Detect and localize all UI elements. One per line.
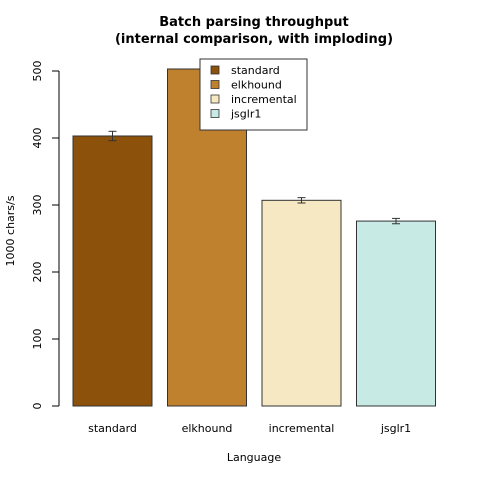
y-tick-label: 400 <box>31 128 44 149</box>
y-axis: 0 100 200 300 400 500 <box>31 61 60 410</box>
x-tick-label: jsglr1 <box>380 422 411 435</box>
y-tick-label: 200 <box>31 262 44 283</box>
legend-swatch-elkhound <box>210 80 220 89</box>
x-tick-label: elkhound <box>182 422 233 435</box>
bar-jsglr1 <box>356 220 436 407</box>
error-bar-incremental <box>297 197 306 204</box>
y-axis-label: 1000 chars/s <box>4 195 17 266</box>
legend-swatch-jsglr1 <box>210 109 220 118</box>
y-tick-label: 0 <box>31 403 44 410</box>
x-tick-label: standard <box>88 422 137 435</box>
legend-swatch-standard <box>210 65 220 75</box>
y-tick-label: 300 <box>31 195 44 216</box>
bar-incremental <box>261 199 342 407</box>
x-tick-label: incremental <box>269 422 335 435</box>
y-tick-label: 500 <box>31 61 44 82</box>
legend-label: standard <box>231 64 280 77</box>
error-bar-standard <box>108 130 117 142</box>
y-tick-label: 100 <box>31 329 44 350</box>
x-axis-label: Language <box>227 451 282 464</box>
legend-label: elkhound <box>231 79 282 92</box>
bar-standard <box>72 135 153 407</box>
legend-swatch-incremental <box>210 94 220 104</box>
chart-title: Batch parsing throughput <box>159 15 349 30</box>
x-axis-labels: standard elkhound incremental jsglr1 <box>88 422 411 435</box>
chart-subtitle: (internal comparison, with imploding) <box>115 32 393 47</box>
legend-label: incremental <box>231 93 297 106</box>
error-bar-jsglr1 <box>392 217 400 225</box>
legend-label: jsglr1 <box>230 108 261 121</box>
